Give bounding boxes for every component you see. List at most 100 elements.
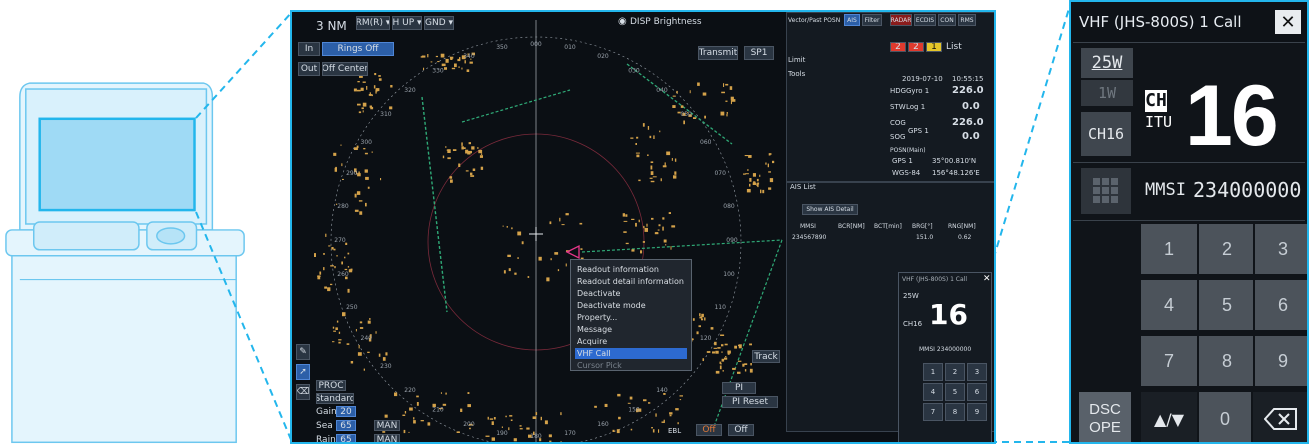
- mini-key-6[interactable]: 6: [967, 383, 987, 401]
- mini-close-icon[interactable]: ✕: [983, 274, 991, 284]
- radar-echo: [356, 89, 361, 92]
- gain-value[interactable]: 20: [336, 406, 356, 417]
- mini-ch16[interactable]: CH16: [903, 320, 923, 328]
- alert-count-red-2[interactable]: 2: [908, 42, 924, 52]
- radar-echo: [618, 416, 621, 420]
- mode-button-1[interactable]: RM(R) ▾: [356, 16, 390, 30]
- range-label[interactable]: 3 NM: [316, 19, 347, 33]
- mini-key-4[interactable]: 4: [923, 383, 943, 401]
- off-center-button[interactable]: Off Center: [322, 62, 368, 76]
- mini-key-3[interactable]: 3: [967, 363, 987, 381]
- sea-man-button[interactable]: MAN: [374, 420, 400, 431]
- key-8[interactable]: 8: [1197, 336, 1255, 386]
- alert-count-red-1[interactable]: 2: [890, 42, 906, 52]
- menu-item-property[interactable]: Property...: [577, 313, 618, 322]
- pen-tool-icon[interactable]: ✎: [296, 344, 310, 360]
- list-label[interactable]: List: [946, 42, 962, 52]
- key-1[interactable]: 1: [1141, 224, 1197, 274]
- key-3[interactable]: 3: [1253, 224, 1307, 274]
- rings-off-button[interactable]: Rings Off: [322, 42, 394, 56]
- mini-key-7[interactable]: 7: [923, 403, 943, 421]
- gps-source[interactable]: GPS 1: [908, 127, 929, 135]
- key-9[interactable]: 9: [1253, 336, 1307, 386]
- mode-button-2[interactable]: H UP ▾: [392, 16, 422, 30]
- menu-item-readout-information[interactable]: Readout information: [577, 265, 659, 274]
- ch16-button[interactable]: CH16: [1081, 112, 1131, 156]
- tab-vector-past-posn[interactable]: Vector/Past POSN: [788, 17, 841, 24]
- up-down-button[interactable]: ▲/▼: [1141, 392, 1197, 442]
- tab-ais[interactable]: AIS: [844, 14, 860, 26]
- power-1w-button[interactable]: 1W: [1081, 80, 1133, 106]
- mini-power[interactable]: 25W: [903, 292, 919, 300]
- rain-man-button[interactable]: MAN: [374, 434, 400, 442]
- menu-item-message[interactable]: Message: [577, 325, 613, 334]
- menu-item-readout-detail[interactable]: Readout detail information: [577, 277, 684, 286]
- pi-reset-button[interactable]: PI Reset: [722, 396, 778, 408]
- mini-key-5[interactable]: 5: [945, 383, 965, 401]
- dsc-ope-button[interactable]: DSC OPE: [1079, 392, 1131, 442]
- mini-vhf-dialog[interactable]: VHF (JHS-800S) 1 Call ✕ 25W 16 CH16 MMSI…: [898, 272, 992, 442]
- radar-echo: [635, 143, 637, 145]
- key-7[interactable]: 7: [1141, 336, 1197, 386]
- ebl1-off-button[interactable]: Off: [696, 424, 722, 436]
- standard-button[interactable]: Standard: [316, 393, 354, 404]
- sea-value[interactable]: 65: [336, 420, 356, 431]
- stw-source[interactable]: Log 1: [906, 103, 926, 111]
- transmit-button[interactable]: Transmit: [698, 46, 738, 60]
- mini-mmsi: MMSI 234000000: [919, 346, 972, 353]
- radar-echo: [657, 229, 660, 231]
- range-in-button[interactable]: In: [298, 42, 320, 56]
- menu-item-acquire[interactable]: Acquire: [577, 337, 608, 346]
- ebl2-off-button[interactable]: Off: [728, 424, 754, 436]
- ais-row-mmsi[interactable]: 234567890: [792, 234, 827, 241]
- track-button[interactable]: Track: [752, 350, 780, 363]
- power-25w-button[interactable]: 25W: [1081, 48, 1133, 78]
- mini-key-2[interactable]: 2: [945, 363, 965, 381]
- radar-echo: [359, 211, 363, 215]
- radar-echo: [698, 325, 701, 328]
- proc-button[interactable]: PROC: [316, 380, 346, 391]
- close-icon[interactable]: ✕: [1275, 10, 1301, 34]
- menu-item-vhf-call[interactable]: VHF Call: [575, 348, 687, 359]
- pi-button[interactable]: PI: [722, 382, 756, 394]
- show-ais-detail-button[interactable]: Show AIS Detail: [802, 204, 858, 215]
- vhf-call-dialog[interactable]: VHF (JHS-800S) 1 Call ✕ 25W 1W CH ITU 16…: [1069, 0, 1309, 444]
- bearing-tick-label: 180: [530, 433, 542, 440]
- tab-con[interactable]: CON: [938, 14, 956, 26]
- mini-key-1[interactable]: 1: [923, 363, 943, 381]
- cursor-tool-icon[interactable]: ➚: [296, 364, 310, 380]
- range-out-button[interactable]: Out: [298, 62, 320, 76]
- rain-value[interactable]: 65: [336, 434, 356, 442]
- backspace-icon[interactable]: [1253, 392, 1307, 442]
- key-6[interactable]: 6: [1253, 280, 1307, 330]
- radar-echo: [470, 175, 475, 177]
- hdg-source[interactable]: Gyro 1: [906, 87, 930, 95]
- key-5[interactable]: 5: [1197, 280, 1255, 330]
- tab-radar[interactable]: RADAR: [890, 14, 912, 26]
- menu-item-deactivate-mode[interactable]: Deactivate mode: [577, 301, 646, 310]
- ais-row-rng[interactable]: 0.62: [958, 234, 972, 241]
- menu-item-cursor-pick[interactable]: Cursor Pick: [577, 361, 622, 370]
- key-0[interactable]: 0: [1199, 392, 1251, 442]
- radar-echo: [478, 149, 483, 154]
- bearing-tick-label: 290: [346, 170, 358, 177]
- mmsi-value[interactable]: 234000000: [1193, 178, 1302, 202]
- alert-count-yellow[interactable]: 1: [926, 42, 942, 52]
- mini-key-8[interactable]: 8: [945, 403, 965, 421]
- mode-button-3[interactable]: GND ▾: [424, 16, 454, 30]
- key-4[interactable]: 4: [1141, 280, 1197, 330]
- ais-row-brg[interactable]: 151.0: [916, 234, 934, 241]
- ch-badge-top: CH: [1145, 90, 1167, 112]
- tab-filter[interactable]: Filter: [862, 14, 882, 26]
- address-book-icon[interactable]: [1081, 168, 1131, 214]
- context-menu[interactable]: Readout information Readout detail infor…: [570, 259, 692, 371]
- erase-tool-icon[interactable]: ⌫: [296, 384, 310, 400]
- radar-display[interactable]: 350 000 010 020 030 040 050 060 070 080 090 100 110 1…: [290, 10, 996, 444]
- sp-button[interactable]: SP1: [744, 46, 774, 60]
- tab-ecdis[interactable]: ECDIS: [914, 14, 936, 26]
- mini-key-9[interactable]: 9: [967, 403, 987, 421]
- tab-rms[interactable]: RMS: [958, 14, 976, 26]
- disp-brightness-label[interactable]: DISP Brightness: [630, 17, 702, 27]
- key-2[interactable]: 2: [1197, 224, 1255, 274]
- menu-item-deactivate[interactable]: Deactivate: [577, 289, 621, 298]
